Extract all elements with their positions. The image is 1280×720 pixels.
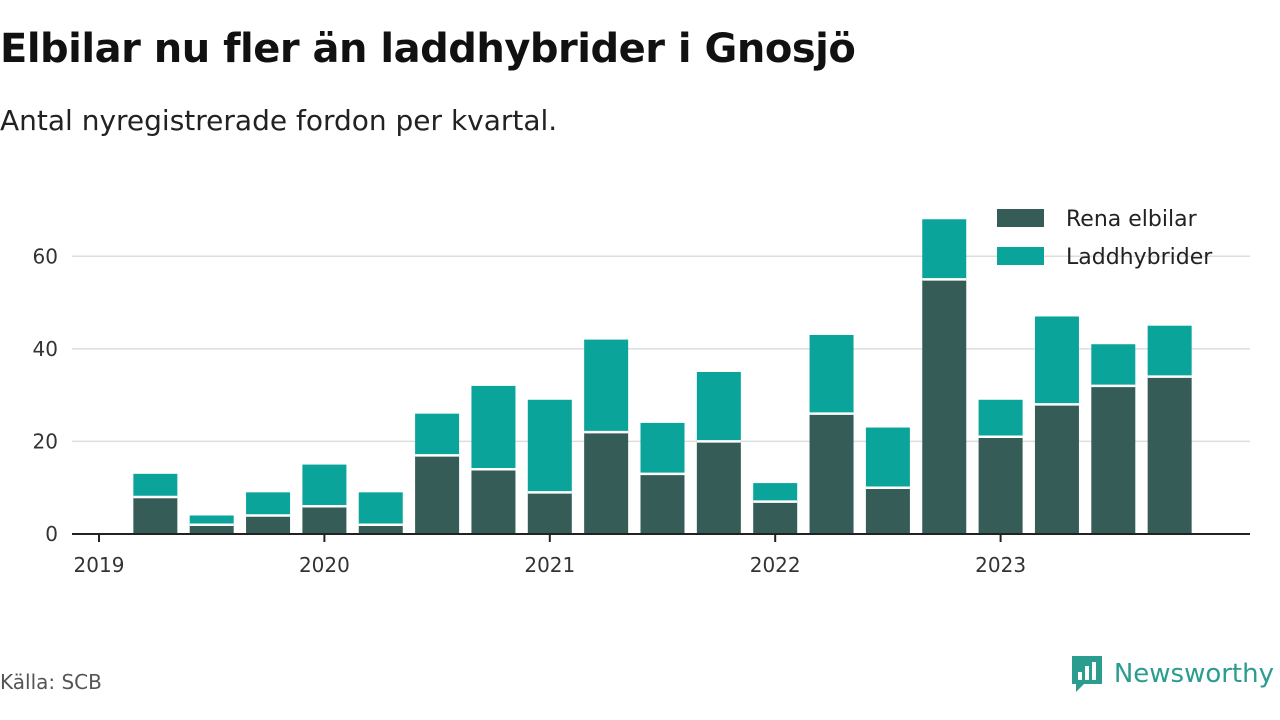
bar-rena-elbilar [865, 487, 910, 534]
bars [133, 219, 1192, 534]
bar-rena-elbilar [246, 515, 291, 534]
chart-title: Elbilar nu fler än laddhybrider i Gnosjö [0, 26, 856, 72]
bar-rena-elbilar [584, 432, 629, 534]
bar-laddhybrider [865, 427, 910, 488]
x-tick-label: 2023 [975, 553, 1026, 577]
y-tick-label: 60 [33, 244, 58, 268]
bar-laddhybrider [809, 334, 854, 414]
bar-laddhybrider [696, 372, 741, 442]
newsworthy-logo-icon [1071, 656, 1102, 692]
bar-laddhybrider [415, 413, 460, 456]
bar-rena-elbilar [696, 441, 741, 534]
y-tick-label: 40 [33, 337, 58, 361]
bar-rena-elbilar [1147, 376, 1192, 534]
brand-name: Newsworthy [1113, 659, 1274, 689]
legend-label: Rena elbilar [1066, 207, 1198, 232]
chart-subtitle: Antal nyregistrerade fordon per kvartal. [0, 104, 558, 137]
source-note: Källa: SCB [0, 670, 102, 694]
bar-rena-elbilar [640, 473, 685, 534]
bar-laddhybrider [246, 492, 291, 516]
x-tick-label: 2021 [524, 553, 575, 577]
bar-rena-elbilar [753, 501, 798, 534]
legend: Rena elbilar Laddhybrider [997, 207, 1213, 270]
bar-rena-elbilar [809, 413, 854, 534]
bar-rena-elbilar [922, 279, 967, 534]
bar-laddhybrider [133, 473, 178, 497]
bar-rena-elbilar [189, 524, 234, 534]
bar-laddhybrider [753, 483, 798, 502]
bar-laddhybrider [302, 464, 347, 507]
bar-rena-elbilar [358, 524, 403, 534]
bar-rena-elbilar [302, 506, 347, 534]
y-tick-label: 20 [33, 429, 58, 453]
bar-laddhybrider [1091, 344, 1136, 386]
x-axis: 2019 2020 2021 2022 2023 [72, 533, 1250, 577]
bar-rena-elbilar [471, 469, 516, 534]
bar-rena-elbilar [1091, 385, 1136, 534]
bar-laddhybrider [978, 399, 1023, 437]
bar-rena-elbilar [133, 496, 178, 534]
x-tick-label: 2022 [750, 553, 801, 577]
bar-laddhybrider [358, 492, 403, 525]
bar-laddhybrider [584, 339, 629, 433]
x-tick-label: 2020 [299, 553, 350, 577]
x-tick-label: 2019 [74, 553, 125, 577]
bar-laddhybrider [471, 385, 516, 470]
y-axis-tick-labels: 0 20 40 60 [33, 244, 58, 546]
bar-rena-elbilar [527, 492, 572, 534]
bar-laddhybrider [527, 399, 572, 493]
bar-laddhybrider [1034, 316, 1079, 405]
bar-laddhybrider [1147, 325, 1192, 377]
legend-swatch [997, 209, 1044, 227]
bar-rena-elbilar [415, 455, 460, 534]
brand-logo: Newsworthy [1070, 654, 1274, 694]
bar-rena-elbilar [978, 436, 1023, 534]
y-tick-label: 0 [45, 522, 58, 546]
legend-label: Laddhybrider [1066, 245, 1213, 270]
legend-swatch [997, 247, 1044, 265]
bar-rena-elbilar [1034, 404, 1079, 534]
bar-laddhybrider [189, 515, 234, 525]
bar-laddhybrider [922, 219, 967, 280]
bar-laddhybrider [640, 422, 685, 474]
